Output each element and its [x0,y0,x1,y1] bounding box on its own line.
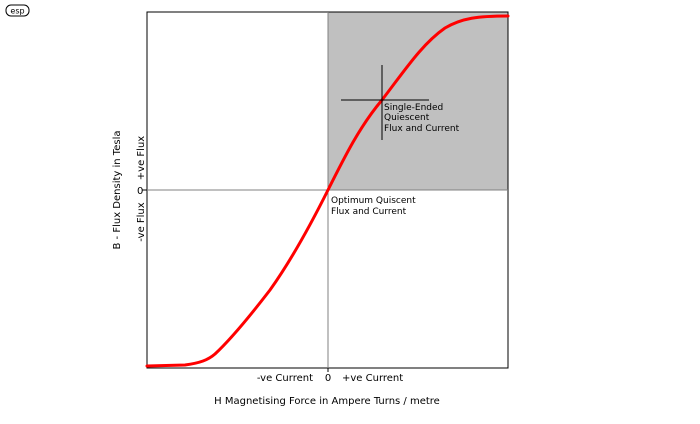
esp-logo: esp [5,4,30,17]
y-negative-label: -ve Flux [136,202,147,241]
bh-curve-line [145,14,510,368]
x-zero-label: 0 [325,373,331,384]
single-ended-label-line2: Quiescent [384,113,430,123]
x-positive-label: +ve Current [342,373,403,384]
y-positive-label: +ve Flux [136,136,147,180]
logo-text: esp [10,7,24,16]
y-zero-label: 0 [137,186,143,197]
quiescent-crosshair [341,65,429,140]
single-ended-label-line1: Single-Ended [384,103,443,113]
x-negative-label: -ve Current [257,373,313,384]
single-ended-label-line3: Flux and Current [384,124,460,134]
x-axis-title: H Magnetising Force in Ampere Turns / me… [214,396,440,407]
shaded-quadrant [328,12,508,190]
optimum-label-line1: Optimum Quiscent [331,196,416,206]
y-axis-title: B - Flux Density in Tesla [112,131,123,250]
optimum-label-line2: Flux and Current [331,207,407,217]
